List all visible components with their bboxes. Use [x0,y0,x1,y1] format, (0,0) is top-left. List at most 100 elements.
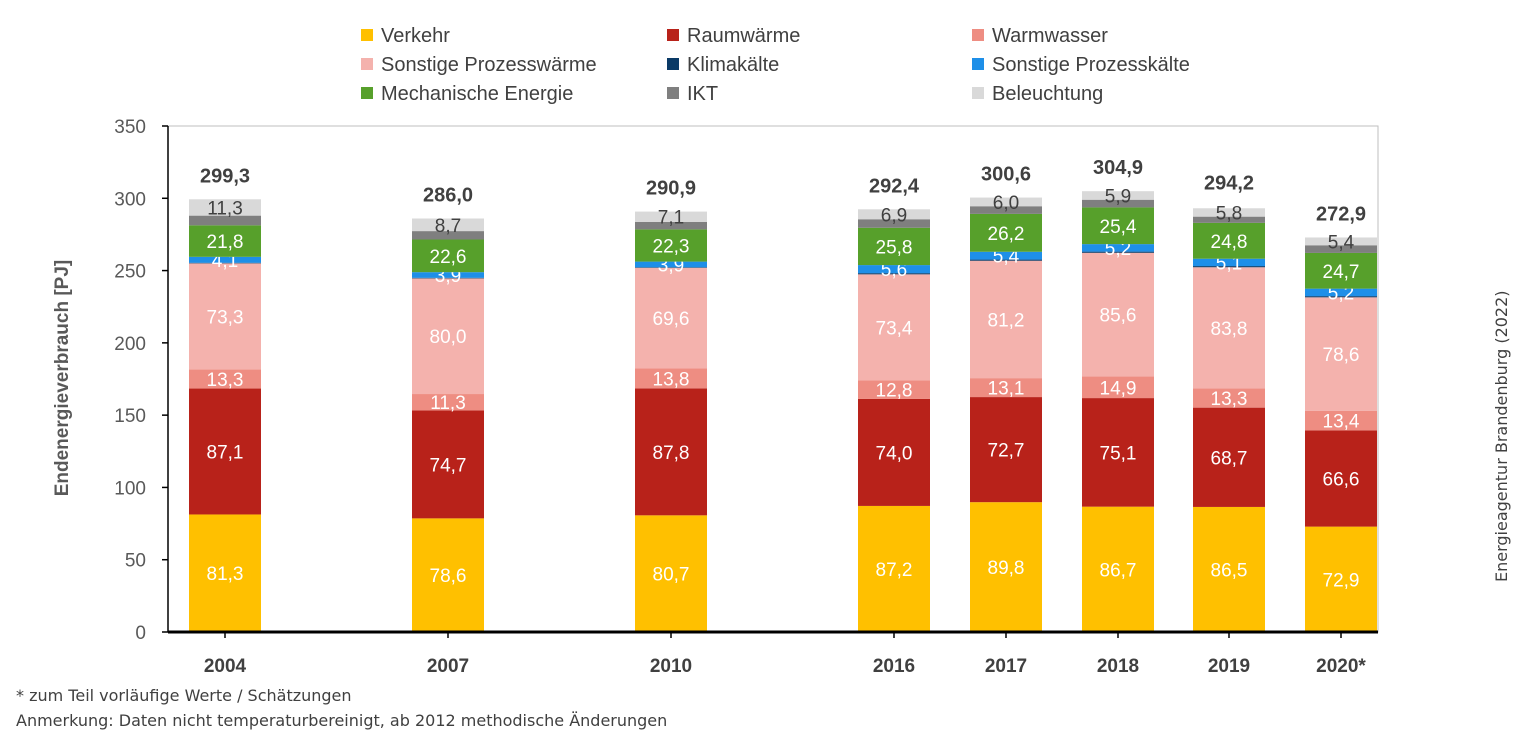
bar-segment [412,277,484,279]
legend-label: Warmwasser [992,25,1108,47]
data-label: 83,8 [1211,319,1248,340]
y-tick-label: 150 [114,406,146,427]
legend-label: Klimakälte [687,54,779,76]
data-label: 86,7 [1100,560,1137,581]
bar-segment [1193,407,1265,507]
bar-segment [858,265,930,274]
bar-segment [189,256,261,263]
x-tick-label: 2004 [204,656,247,677]
data-label: 6,9 [881,205,907,226]
bar-segment [970,397,1042,503]
data-label: 22,3 [653,236,690,257]
bar-segment [1193,506,1265,632]
data-label: 87,8 [653,443,690,464]
bar-segment [970,206,1042,214]
x-tick-label: 2018 [1097,656,1139,677]
bar-segment [412,239,484,273]
y-axis-label: Endenergieverbrauch [PJ] [52,260,73,497]
total-label: 286,0 [423,185,473,207]
bar-segment [1082,207,1154,245]
data-label: 74,0 [876,443,913,464]
data-label: 5,9 [1105,186,1131,207]
data-label: 78,6 [430,566,467,587]
data-label: 25,4 [1100,217,1137,238]
total-label: 272,9 [1316,203,1366,225]
bar-segment [189,388,261,515]
bar-segment [635,267,707,268]
data-label: 13,8 [653,369,690,390]
bar-segment [189,514,261,632]
data-label: 72,9 [1323,570,1360,591]
bar-segment [1193,216,1265,223]
data-label: 24,7 [1323,262,1360,283]
bar-segment [635,229,707,262]
data-label: 5,6 [881,260,907,281]
x-tick-label: 2017 [985,656,1027,677]
bar-segment [635,388,707,516]
bar-segment [970,251,1042,260]
bar-segment [858,380,930,399]
bar-segment [1193,208,1265,217]
data-label: 13,3 [207,370,244,391]
bar-segment [970,260,1042,379]
bar-segment [1305,430,1377,527]
data-label: 66,6 [1323,469,1360,490]
bar-segment [970,197,1042,207]
bar-segment [1305,296,1377,298]
bar-segment [1193,267,1265,389]
bar-segment [970,213,1042,252]
legend-label: Raumwärme [687,25,800,47]
data-label: 13,4 [1323,412,1360,433]
bar-segment [412,231,484,240]
data-label: 12,8 [876,381,913,402]
legend-label: Mechanische Energie [381,83,573,105]
legend-label: Beleuchtung [992,83,1103,105]
data-label: 89,8 [988,558,1025,579]
bar-segment [189,263,261,370]
total-label: 299,3 [200,165,250,187]
bar-segment [189,215,261,226]
bar-segment [1305,410,1377,431]
data-label: 81,2 [988,310,1025,331]
data-label: 78,6 [1323,345,1360,366]
legend-swatch [667,87,679,99]
legend-swatch [361,58,373,70]
bar-segment [189,369,261,389]
data-label: 75,1 [1100,443,1137,464]
data-label: 87,2 [876,560,913,581]
bar-segment [412,518,484,632]
footnote: * zum Teil vorläufige Werte / Schätzunge… [16,686,352,705]
bar-segment [635,211,707,222]
legend-swatch [972,87,984,99]
data-label: 26,2 [988,224,1025,245]
y-tick-label: 200 [114,334,146,355]
legend-swatch [667,29,679,41]
bar-segment [1082,506,1154,632]
bar-segment [635,261,707,268]
y-tick-label: 250 [114,262,146,283]
data-label: 74,7 [430,455,467,476]
bar-segment [1305,288,1377,297]
bar-segment [1305,245,1377,253]
data-label: 22,6 [430,247,467,268]
data-label: 25,8 [876,237,913,258]
x-tick-label: 2016 [873,656,915,677]
data-label: 73,3 [207,307,244,328]
bar-segment [858,273,930,275]
data-label: 8,7 [435,216,461,237]
bar-segment [1305,237,1377,246]
x-tick-label: 2007 [427,656,469,677]
x-tick-label: 2019 [1208,656,1250,677]
bar-segment [412,410,484,519]
data-label: 72,7 [988,441,1025,462]
bar-segment [412,278,484,395]
y-tick-label: 0 [135,623,146,644]
total-label: 304,9 [1093,157,1143,179]
source-credit: Energieagentur Brandenburg (2022) [1492,290,1511,582]
bar-segment [1082,251,1154,253]
plot-area: 05010015020025030035081,387,113,373,34,1… [114,117,1379,677]
bar-segment [970,502,1042,632]
data-label: 24,8 [1211,232,1248,253]
y-tick-label: 350 [114,117,146,138]
bar-segment [858,505,930,632]
